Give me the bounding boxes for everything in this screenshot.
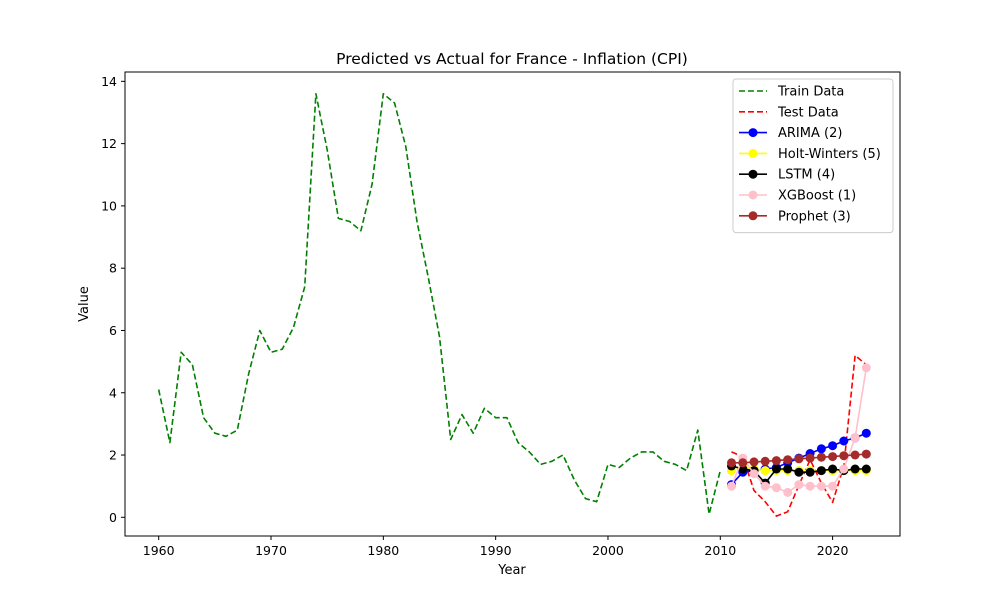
data-point-xgboost-1 bbox=[772, 483, 781, 492]
series-line-test-data bbox=[732, 355, 867, 516]
data-point-arima-2 bbox=[839, 437, 848, 446]
data-point-prophet-3 bbox=[761, 457, 770, 466]
x-axis-label: Year bbox=[497, 563, 526, 578]
data-point-prophet-3 bbox=[806, 454, 815, 463]
x-tick-label: 1970 bbox=[255, 543, 287, 558]
data-point-arima-2 bbox=[828, 441, 837, 450]
y-tick-label: 8 bbox=[109, 261, 117, 276]
legend-label-arima-2: ARIMA (2) bbox=[778, 126, 842, 141]
x-tick-label: 1990 bbox=[480, 543, 512, 558]
data-point-lstm-4 bbox=[806, 468, 815, 477]
data-point-prophet-3 bbox=[794, 454, 803, 463]
y-tick-label: 2 bbox=[109, 448, 117, 463]
data-point-xgboost-1 bbox=[817, 482, 826, 491]
legend-label-test-data: Test Data bbox=[777, 105, 839, 120]
data-point-xgboost-1 bbox=[839, 465, 848, 474]
data-point-prophet-3 bbox=[862, 450, 871, 459]
legend-marker-arima-2 bbox=[749, 128, 758, 137]
data-point-prophet-3 bbox=[828, 452, 837, 461]
data-point-lstm-4 bbox=[851, 465, 860, 474]
data-point-xgboost-1 bbox=[794, 480, 803, 489]
legend: Train Data Test Data ARIMA (2) Holt-Winters… bbox=[733, 79, 893, 233]
data-point-arima-2 bbox=[862, 429, 871, 438]
x-tick-label: 2020 bbox=[817, 543, 849, 558]
legend-label-prophet-3: Prophet (3) bbox=[778, 209, 851, 224]
data-point-xgboost-1 bbox=[806, 482, 815, 491]
data-point-lstm-4 bbox=[783, 465, 792, 474]
data-point-xgboost-1 bbox=[750, 469, 759, 478]
legend-label-train-data: Train Data bbox=[777, 85, 844, 100]
data-point-prophet-3 bbox=[851, 451, 860, 460]
data-point-prophet-3 bbox=[750, 457, 759, 466]
data-point-lstm-4 bbox=[828, 465, 837, 474]
data-point-lstm-4 bbox=[817, 466, 826, 475]
data-point-xgboost-1 bbox=[828, 482, 837, 491]
data-point-lstm-4 bbox=[862, 465, 871, 474]
data-point-holt-winters-5 bbox=[761, 466, 770, 475]
data-point-prophet-3 bbox=[772, 456, 781, 465]
data-point-prophet-3 bbox=[738, 458, 747, 467]
data-point-xgboost-1 bbox=[783, 488, 792, 497]
y-tick-label: 4 bbox=[109, 385, 117, 400]
data-point-prophet-3 bbox=[783, 455, 792, 464]
data-point-arima-2 bbox=[817, 444, 826, 453]
series-line-train-data bbox=[159, 94, 721, 514]
data-point-lstm-4 bbox=[772, 465, 781, 474]
legend-marker-holt-winters-5 bbox=[749, 149, 758, 158]
legend-label-holt-winters-5: Holt-Winters (5) bbox=[778, 147, 881, 162]
chart-title: Predicted vs Actual for France - Inflati… bbox=[336, 50, 688, 68]
legend-marker-lstm-4 bbox=[749, 170, 758, 179]
x-tick-label: 2000 bbox=[592, 543, 624, 558]
y-tick-label: 12 bbox=[101, 136, 117, 151]
data-point-xgboost-1 bbox=[727, 482, 736, 491]
data-point-xgboost-1 bbox=[862, 363, 871, 372]
y-axis-label: Value bbox=[77, 286, 92, 322]
y-tick-label: 14 bbox=[101, 74, 117, 89]
y-tick-label: 6 bbox=[109, 323, 117, 338]
legend-marker-prophet-3 bbox=[749, 211, 758, 220]
data-point-xgboost-1 bbox=[851, 433, 860, 442]
x-tick-label: 1960 bbox=[143, 543, 175, 558]
y-tick-label: 0 bbox=[109, 510, 117, 525]
y-tick-label: 10 bbox=[101, 198, 117, 213]
x-tick-label: 2010 bbox=[704, 543, 736, 558]
data-point-prophet-3 bbox=[839, 451, 848, 460]
data-point-lstm-4 bbox=[794, 468, 803, 477]
legend-label-xgboost-1: XGBoost (1) bbox=[778, 189, 856, 204]
legend-label-lstm-4: LSTM (4) bbox=[778, 168, 835, 183]
x-tick-label: 1980 bbox=[367, 543, 399, 558]
data-point-xgboost-1 bbox=[761, 482, 770, 491]
legend-marker-xgboost-1 bbox=[749, 191, 758, 200]
data-point-prophet-3 bbox=[817, 453, 826, 462]
data-point-prophet-3 bbox=[727, 458, 736, 467]
